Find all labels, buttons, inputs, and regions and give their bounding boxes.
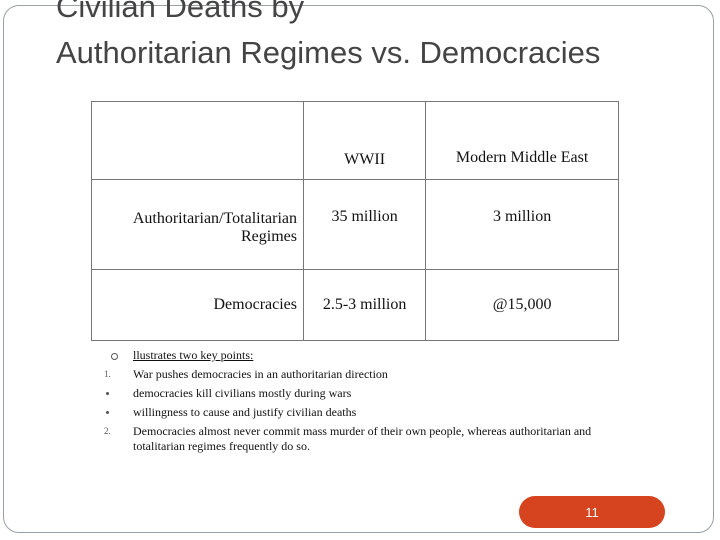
title-line-1: Civilian Deaths by: [56, 0, 305, 24]
row-label-authoritarian: Authoritarian/Totalitarian Regimes: [91, 179, 304, 270]
slide-title: Civilian Deaths by Authoritarian Regimes…: [56, 0, 600, 76]
column-header-middle-east: Modern Middle East: [425, 101, 619, 180]
column-header-wwii: WWII: [302, 101, 427, 180]
bullet-text: democracies kill civilians mostly during…: [133, 386, 352, 400]
list-item: 1. War pushes democracies in an authorit…: [104, 365, 604, 384]
page-number: 11: [585, 504, 599, 520]
list-item: llustrates two key points:: [104, 346, 604, 365]
bullet-text: Democracies almost never commit mass mur…: [133, 424, 592, 453]
bullet-text: War pushes democracies in an authoritari…: [133, 367, 388, 381]
cell-democracies-wwii: 2.5-3 million: [302, 269, 427, 341]
page-number-badge: 11: [519, 496, 665, 528]
sub-bullet-marker-icon: [106, 411, 109, 414]
bullet-text: llustrates two key points:: [133, 348, 254, 362]
slide-frame: [3, 5, 714, 533]
bullet-number: 1.: [104, 369, 111, 379]
title-line-2: Authoritarian Regimes vs. Democracies: [56, 35, 601, 70]
list-item: 2. Democracies almost never commit mass …: [104, 422, 604, 454]
sub-bullet-marker-icon: [106, 392, 109, 395]
table-row: Democracies 2.5-3 million @15,000: [91, 269, 619, 341]
cell-authoritarian-wwii: 35 million: [302, 179, 427, 270]
table-header-row: WWII Modern Middle East: [91, 101, 619, 180]
cell-democracies-middle-east: @15,000: [425, 269, 619, 341]
table-row: Authoritarian/Totalitarian Regimes 35 mi…: [91, 179, 619, 270]
row-label-democracies: Democracies: [91, 269, 304, 341]
bullet-text: willingness to cause and justify civilia…: [133, 405, 357, 419]
bullet-number: 2.: [104, 426, 111, 436]
cell-authoritarian-middle-east: 3 million: [425, 179, 619, 270]
bullet-marker-icon: [111, 353, 118, 360]
deaths-table: WWII Modern Middle East Authoritarian/To…: [91, 101, 619, 341]
table-corner-cell: [91, 101, 304, 180]
bullet-list: llustrates two key points: 1. War pushes…: [104, 346, 604, 454]
list-item: democracies kill civilians mostly during…: [104, 384, 604, 403]
list-item: willingness to cause and justify civilia…: [104, 403, 604, 422]
